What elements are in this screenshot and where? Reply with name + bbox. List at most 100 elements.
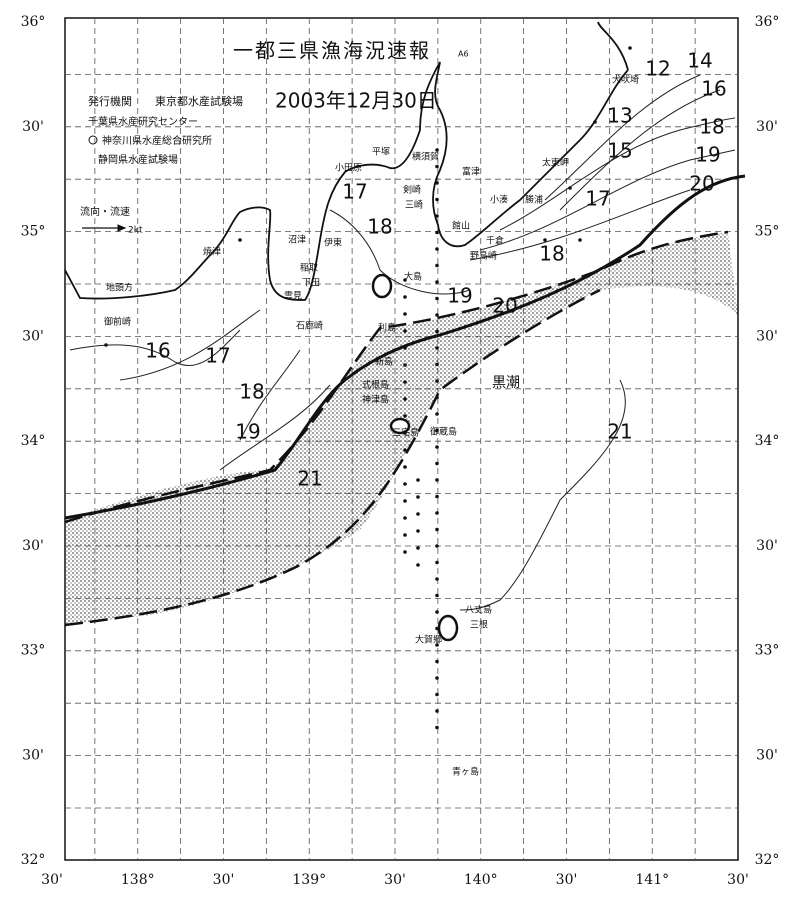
- isotherm-label: 17: [205, 344, 230, 368]
- isotherm-label: 19: [447, 284, 472, 308]
- station: [403, 329, 407, 333]
- longitude-label: 141°: [635, 872, 669, 888]
- station: [403, 312, 407, 316]
- station: [104, 343, 108, 347]
- longitude-label: 30': [384, 872, 406, 888]
- place-name: 大島: [404, 271, 422, 283]
- latitude-label: 30': [22, 119, 44, 135]
- station: [416, 495, 420, 499]
- isotherm-label: 19: [695, 143, 720, 167]
- station: [403, 278, 407, 282]
- latitude-label: 36°: [21, 14, 46, 30]
- station: [543, 238, 547, 242]
- island-oshima: [371, 273, 393, 299]
- isotherm-label: 21: [607, 420, 632, 444]
- station: [435, 478, 439, 482]
- station: [416, 529, 420, 533]
- station: [435, 676, 439, 680]
- legend-arrow: [82, 224, 127, 232]
- longitude-label: 30': [213, 872, 235, 888]
- place-name: 石廊崎: [296, 320, 323, 332]
- station: [238, 238, 242, 242]
- isotherm-label: 13: [607, 104, 632, 128]
- station: [578, 238, 582, 242]
- latitude-label: 30': [22, 538, 44, 554]
- station: [435, 164, 439, 169]
- station: [435, 725, 439, 730]
- place-name: 三崎: [405, 199, 423, 211]
- station: [435, 263, 439, 268]
- place-name: 富津: [462, 166, 480, 178]
- stations: [104, 46, 632, 730]
- station: [435, 313, 439, 317]
- isotherm-label: 20: [689, 172, 714, 196]
- station: [403, 550, 407, 554]
- issuer: 静岡県水産試験場: [98, 153, 178, 166]
- station: [435, 280, 439, 284]
- station: [435, 181, 439, 185]
- station: [435, 395, 439, 400]
- place-name: 館山: [452, 220, 470, 232]
- station: [403, 295, 407, 299]
- isotherm-label: 18: [539, 242, 564, 266]
- latitude-label: 30': [756, 538, 778, 554]
- latitude-label: 33°: [21, 643, 46, 659]
- place-name: 新島: [375, 356, 393, 368]
- station: [435, 428, 439, 433]
- isotherm-label: 18: [239, 380, 264, 404]
- isotherm-label: 17: [585, 187, 610, 211]
- latitude-label: 33°: [755, 643, 780, 659]
- place-name: 伊東: [324, 237, 342, 249]
- code: A6: [458, 50, 469, 59]
- place-name: 青ヶ島: [452, 766, 479, 778]
- place-name: 沼津: [288, 235, 306, 246]
- isotherm-label: 15: [607, 139, 632, 163]
- place-name: 千倉: [486, 235, 504, 247]
- station: [403, 363, 407, 367]
- longitude-label: 30': [41, 872, 63, 888]
- place-name: 稲取: [300, 262, 318, 274]
- legend-label: 流向・流速: [80, 205, 130, 218]
- station: [435, 659, 439, 664]
- station: [435, 709, 439, 713]
- station: [403, 346, 407, 350]
- place-name: 勝浦: [525, 194, 543, 206]
- kuroshio-lower-edge: [64, 288, 601, 627]
- latitude-label: 30': [756, 328, 778, 344]
- place-name: 黒潮: [492, 375, 520, 391]
- place-name: 八丈島: [465, 604, 492, 616]
- graticule: [65, 18, 738, 860]
- station: [416, 478, 420, 482]
- kuroshio-upper-edge: [64, 230, 729, 524]
- isotherm-label: 20: [492, 294, 517, 318]
- place-name: 雲見: [284, 291, 302, 302]
- latitude-label: 32°: [755, 852, 780, 868]
- marker: [88, 135, 98, 145]
- place-name: 下田: [302, 278, 320, 289]
- station: [435, 197, 439, 202]
- station: [403, 431, 407, 435]
- longitude-label: 30': [556, 872, 578, 888]
- station: [568, 186, 572, 190]
- place-name: 犬吠埼: [612, 74, 639, 86]
- station: [435, 593, 439, 598]
- isotherm-label: 17: [342, 180, 367, 204]
- station: [403, 414, 407, 418]
- latitude-label: 34°: [755, 433, 780, 449]
- station: [403, 516, 407, 520]
- station: [435, 214, 439, 218]
- longitude-label: 138°: [121, 872, 155, 888]
- isotherms: [69, 74, 736, 611]
- longitude-label: 30': [727, 872, 749, 888]
- isotherm-label: 18: [699, 115, 724, 139]
- station: [435, 461, 439, 466]
- station: [403, 380, 407, 384]
- station: [403, 448, 407, 452]
- longitude-label: 140°: [464, 872, 498, 888]
- station: [416, 512, 420, 516]
- station: [435, 560, 439, 565]
- station: [416, 546, 420, 550]
- station: [403, 482, 407, 486]
- isotherm-label: 16: [701, 77, 726, 101]
